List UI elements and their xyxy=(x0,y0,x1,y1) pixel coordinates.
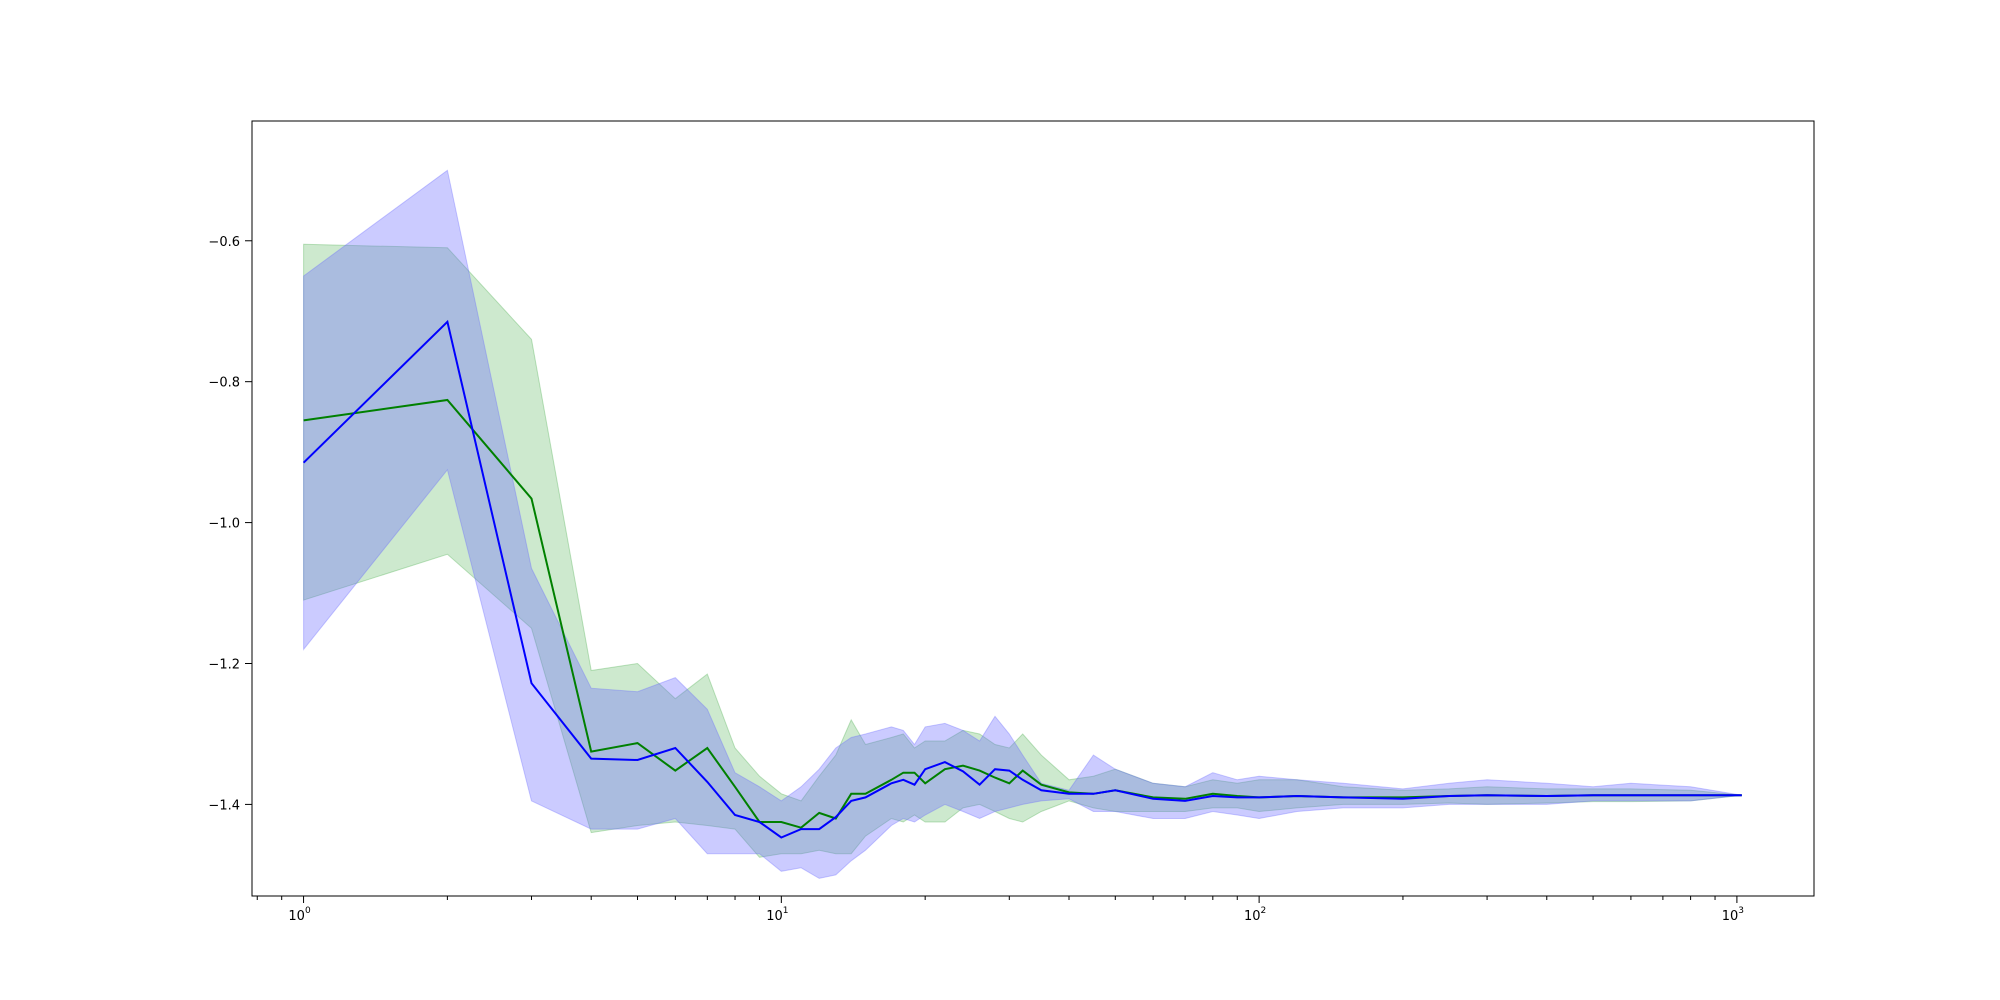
x-tick-label-exponent: 3 xyxy=(1738,906,1744,916)
y-tick-label: −1.0 xyxy=(208,517,240,532)
series-1-band xyxy=(303,243,1742,858)
series-1-line xyxy=(303,398,1742,829)
y-axis: −0.6 −0.8 −1.0 −1.2 −1.4 xyxy=(208,235,252,813)
plot-area xyxy=(302,169,1742,879)
y-tick-label: −1.4 xyxy=(208,798,240,813)
series-2-line xyxy=(302,319,1742,839)
y-tick-label: −0.8 xyxy=(208,376,240,391)
x-tick-label-exponent: 2 xyxy=(1261,906,1267,916)
x-tick-label-exponent: 0 xyxy=(305,906,311,916)
y-tick-label: −0.6 xyxy=(208,235,240,250)
series-2-band xyxy=(303,169,1742,879)
axes-frame xyxy=(251,120,1815,897)
y-tick-label: −1.2 xyxy=(208,658,240,673)
x-tick-label-exponent: 1 xyxy=(783,906,789,916)
